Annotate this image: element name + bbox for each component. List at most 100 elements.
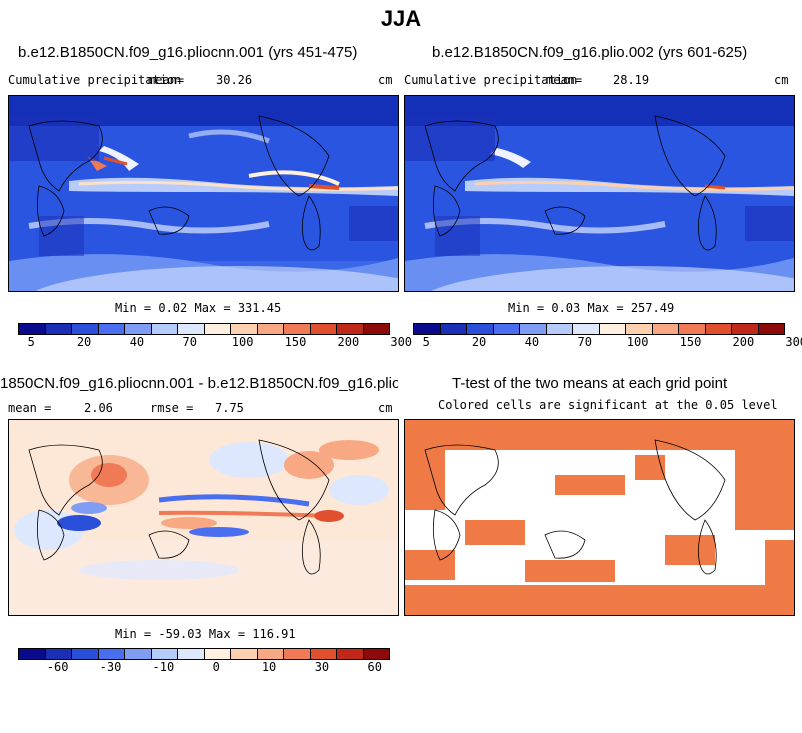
significant-region (405, 550, 455, 580)
colorbar-swatch (178, 324, 205, 334)
colorbar-tick-label: 200 (732, 335, 755, 349)
colorbar-swatch (257, 324, 284, 334)
panel3-mean-label: mean = (8, 401, 52, 415)
colorbar-swatch (732, 324, 759, 334)
colorbar-tick-label: -60 (46, 660, 69, 674)
panel2-units: cm (774, 73, 789, 87)
panel2-colorbar (413, 323, 785, 335)
colorbar-swatch (19, 649, 46, 659)
colorbar-tick-label: 5 (27, 335, 35, 349)
colorbar-tick-label: 150 (284, 335, 307, 349)
panel2-min-max: Min = 0.03 Max = 257.49 (508, 301, 675, 315)
colorbar-swatch (546, 324, 573, 334)
panel1-subtitle: Cumulative precipitation (8, 73, 182, 87)
panel2-subtitle: Cumulative precipitation (404, 73, 578, 87)
colorbar-swatch (493, 324, 520, 334)
panel3-colorbar-ticks: -60 -30 -10 0 10 30 60 (18, 660, 388, 674)
colorbar-tick-label: 100 (626, 335, 649, 349)
colorbar-swatch (467, 324, 494, 334)
colorbar-swatch (72, 649, 99, 659)
significant-region (635, 455, 665, 480)
panel2-mean-value: 28.19 (613, 73, 650, 87)
colorbar-swatch (231, 649, 258, 659)
panel3-map-svg (9, 420, 398, 615)
colorbar-swatch (72, 324, 99, 334)
panel4-title: T-test of the two means at each grid poi… (452, 375, 728, 392)
panel1-colorbar-ticks: 5 20 40 70 100 150 200 300 (18, 335, 412, 349)
panel3-units: cm (378, 401, 393, 415)
colorbar-swatch (414, 324, 441, 334)
colorbar-tick-label: 40 (129, 335, 145, 349)
colorbar-swatch (310, 324, 337, 334)
panel3-title: 1850CN.f09_g16.pliocnn.001 - b.e12.B1850… (0, 375, 398, 392)
colorbar-swatch (440, 324, 467, 334)
colorbar-swatch (363, 649, 389, 659)
colorbar-tick-label: 5 (422, 335, 430, 349)
colorbar-swatch (363, 324, 389, 334)
main-title: JJA (380, 6, 422, 31)
colorbar-tick-label: 300 (390, 335, 413, 349)
colorbar-tick-label: 100 (231, 335, 254, 349)
panel3-rmse-value: 7.75 (215, 401, 244, 415)
colorbar-tick-label: 40 (524, 335, 540, 349)
colorbar-swatch (204, 324, 231, 334)
panel2-map-svg (405, 96, 794, 291)
colorbar-swatch (204, 649, 231, 659)
colorbar-tick-label: 300 (785, 335, 802, 349)
colorbar-tick-label: 200 (337, 335, 360, 349)
colorbar-tick-label: -30 (99, 660, 122, 674)
panel3-min-max: Min = -59.03 Max = 116.91 (115, 627, 296, 641)
colorbar-tick-label: 150 (679, 335, 702, 349)
significant-region (525, 560, 615, 582)
panel4-subtitle: Colored cells are significant at the 0.0… (438, 398, 778, 412)
significant-region (765, 540, 794, 585)
panel3-map (8, 419, 399, 616)
panel2-title: b.e12.B1850CN.f09_g16.plio.002 (yrs 601-… (432, 44, 748, 61)
colorbar-swatch (125, 324, 152, 334)
colorbar-tick-label: 20 (471, 335, 487, 349)
colorbar-swatch (45, 324, 72, 334)
colorbar-tick-label: 10 (261, 660, 277, 674)
panel1-min-max: Min = 0.02 Max = 331.45 (115, 301, 282, 315)
panel1-map-svg (9, 96, 398, 291)
panel3-mean-value: 2.06 (84, 401, 113, 415)
colorbar-swatch (679, 324, 706, 334)
panel1-mean-value: 30.26 (216, 73, 253, 87)
colorbar-swatch (284, 649, 311, 659)
panel4-map (404, 419, 795, 616)
significant-region (405, 585, 794, 615)
panel1-map (8, 95, 399, 292)
significant-region (465, 520, 525, 545)
panel1-colorbar (18, 323, 390, 335)
colorbar-swatch (705, 324, 732, 334)
colorbar-swatch (98, 324, 125, 334)
colorbar-swatch (599, 324, 626, 334)
colorbar-tick-label: 30 (314, 660, 330, 674)
colorbar-tick-label: 0 (212, 660, 220, 674)
colorbar-swatch (758, 324, 784, 334)
colorbar-swatch (337, 324, 364, 334)
colorbar-swatch (178, 649, 205, 659)
colorbar-tick-label: 20 (76, 335, 92, 349)
colorbar-swatch (257, 649, 284, 659)
colorbar-swatch (626, 324, 653, 334)
panel1-mean-label: mean= (148, 73, 185, 87)
colorbar-tick-label: 60 (367, 660, 383, 674)
colorbar-swatch (573, 324, 600, 334)
colorbar-swatch (45, 649, 72, 659)
significant-region (405, 420, 794, 450)
colorbar-swatch (151, 324, 178, 334)
panel2-mean-label: mean= (546, 73, 583, 87)
panel4-map-svg (405, 420, 794, 615)
colorbar-swatch (151, 649, 178, 659)
panel2-map (404, 95, 795, 292)
colorbar-swatch (310, 649, 337, 659)
significant-region (665, 535, 715, 565)
panel1-title: b.e12.B1850CN.f09_g16.pliocnn.001 (yrs 4… (18, 44, 358, 61)
colorbar-swatch (284, 324, 311, 334)
significant-region (735, 450, 794, 530)
panel3-colorbar (18, 648, 390, 660)
colorbar-swatch (652, 324, 679, 334)
colorbar-swatch (98, 649, 125, 659)
panel1-units: cm (378, 73, 393, 87)
